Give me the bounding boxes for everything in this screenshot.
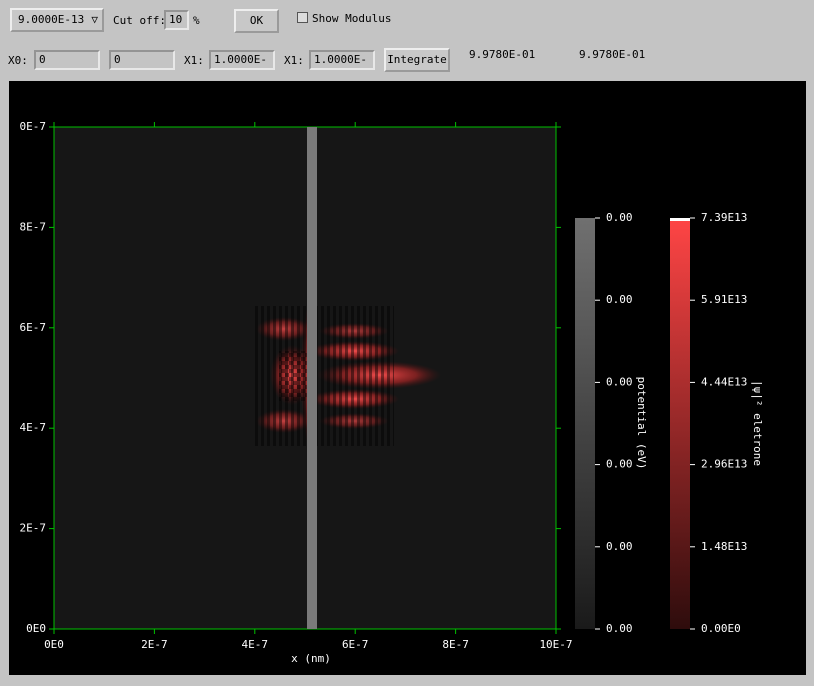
x-tick-label: 0E0: [44, 638, 64, 651]
colorbar-tick-label: 0.00E0: [701, 622, 741, 635]
x1-input-2[interactable]: 1.0000E-0: [309, 50, 375, 70]
x0-input[interactable]: 0: [34, 50, 100, 70]
y-tick-label: 4E-7: [20, 421, 47, 434]
cutoff-unit: %: [193, 14, 200, 27]
plot-canvas: x (nm) 0E0 2E-7 4E-7 6E-7 8E-7 10E-7 0E0 2E-7 4E…: [20, 120, 765, 665]
colorbar-tick-label: 0.00: [606, 293, 633, 306]
colorbar-label: |ψ|² eletrone: [751, 380, 764, 466]
x1-input[interactable]: 1.0000E-0: [209, 50, 275, 70]
y-tick-label: 6E-7: [20, 321, 47, 334]
ok-button[interactable]: OK: [234, 9, 279, 33]
colorbar-tick-label: 4.44E13: [701, 375, 747, 388]
colorbar-tick-label: 2.96E13: [701, 458, 747, 471]
x-tick-label: 6E-7: [342, 638, 369, 651]
colorbar-tick-label: 0.00: [606, 458, 633, 471]
x-tick-label: 2E-7: [141, 638, 168, 651]
x-tick-label: 4E-7: [242, 638, 269, 651]
integrate-button[interactable]: Integrate: [384, 48, 450, 72]
modulus-label: Show Modulus: [312, 12, 392, 25]
y-tick-label: 2E-7: [20, 522, 47, 535]
modulus-checkbox[interactable]: [297, 12, 308, 23]
result-1: 9.9780E-01: [469, 48, 536, 61]
dropdown-arrow: ▽: [91, 13, 98, 26]
y-tick-label: 8E-7: [20, 220, 47, 233]
x1-label: X1:: [184, 54, 204, 67]
x0-input-2[interactable]: 0: [109, 50, 175, 70]
colorbar-tick-label: 0.00: [606, 622, 633, 635]
cutoff-label: Cut off:: [113, 14, 166, 27]
colorbar-tick-label: 5.91E13: [701, 293, 747, 306]
colorbar-tick-label: 1.48E13: [701, 540, 747, 553]
x-axis-label: x (nm): [291, 652, 331, 665]
colorbar-tick-label: 0.00: [606, 375, 633, 388]
colorbar-tick-label: 0.00: [606, 211, 633, 224]
wavefunction: [254, 305, 441, 446]
density-colorbar: [670, 218, 690, 629]
time-value: 9.0000E-13: [18, 13, 85, 26]
potential-colorbar: [575, 218, 595, 629]
x0-label: X0:: [8, 54, 28, 67]
colorbar-label: potential (eV): [635, 377, 648, 470]
result-2: 9.9780E-01: [579, 48, 646, 61]
x-tick-label: 10E-7: [539, 638, 572, 651]
cutoff-input[interactable]: 10: [164, 10, 189, 30]
y-tick-label: 0E-7: [20, 120, 47, 133]
x-tick-label: 8E-7: [442, 638, 469, 651]
plot-panel: x (nm) 0E0 2E-7 4E-7 6E-7 8E-7 10E-7 0E0 2E-7 4E…: [9, 81, 806, 675]
colorbar-tick-label: 0.00: [606, 540, 633, 553]
x1-label-2: X1:: [284, 54, 304, 67]
y-tick-label: 0E0: [26, 622, 46, 635]
time-dropdown[interactable]: 9.0000E-13 ▽: [10, 8, 104, 32]
potential-barrier: [307, 127, 317, 629]
colorbar-top: [670, 218, 690, 221]
colorbar-tick-label: 7.39E13: [701, 211, 747, 224]
